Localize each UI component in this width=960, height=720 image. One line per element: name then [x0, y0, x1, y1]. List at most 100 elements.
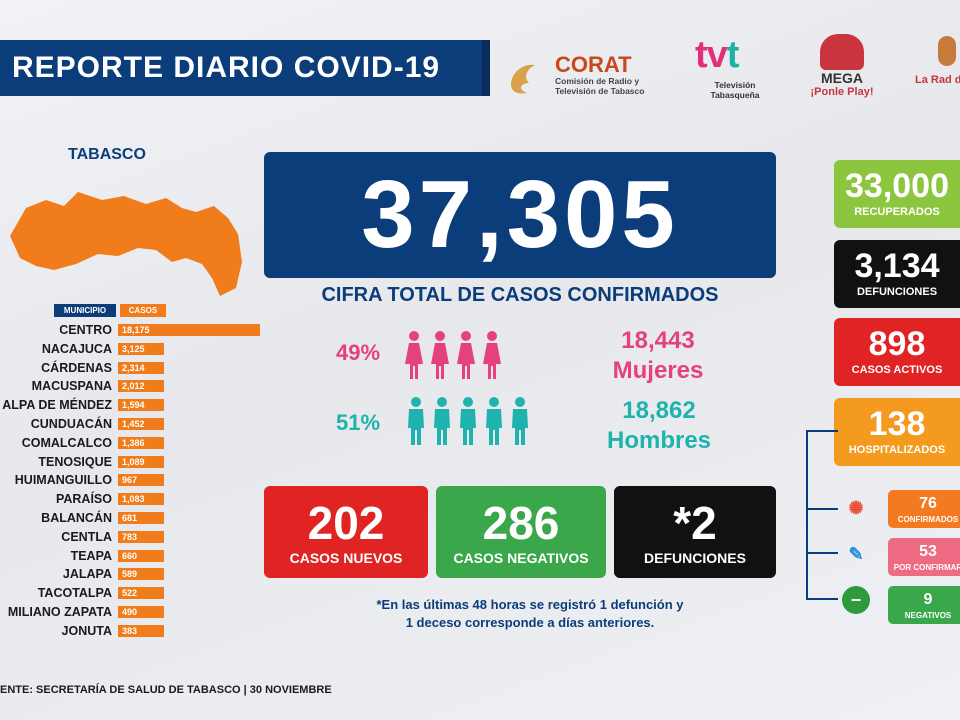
pending-box: 53 POR CONFIRMAR	[888, 538, 960, 576]
footnote-line-2: 1 deceso corresponde a días anteriores.	[405, 615, 655, 630]
municipality-bar	[118, 568, 164, 581]
municipality-cases: 2,012	[122, 381, 145, 392]
footnote-line-1: *En las últimas 48 horas se registró 1 d…	[376, 597, 684, 612]
municipality-name: JALAPA	[62, 567, 112, 582]
women-count: 18,443 Mujeres	[598, 326, 718, 386]
microphone-icon	[938, 36, 956, 66]
man-icon	[460, 397, 476, 445]
municipality-cases: 2,314	[122, 362, 145, 373]
municipality-name: ALPA DE MÉNDEZ	[2, 398, 112, 413]
corat-logo-subtitle: Comisión de Radio y Televisión de Tabasc…	[555, 76, 645, 96]
table-row: TENOSIQUE 1,089	[0, 454, 270, 470]
mega-logo-icon	[820, 34, 864, 70]
recovered-value: 33,000	[845, 167, 949, 205]
municipality-name: TACOTALPA	[37, 586, 112, 601]
hospitalized-box: 138 HOSPITALIZADOS	[834, 398, 960, 466]
municipality-cases: 1,386	[122, 437, 145, 448]
woman-icon	[457, 331, 475, 379]
deaths-value: *2	[673, 497, 717, 549]
municipality-cases: 967	[122, 475, 138, 486]
municipality-name: HUIMANGUILLO	[14, 473, 112, 488]
woman-icon	[483, 331, 501, 379]
municipality-bar	[118, 324, 260, 336]
municipality-bar	[118, 399, 164, 412]
municipality-cases: 383	[122, 625, 138, 636]
municipality-cases: 783	[122, 531, 138, 542]
municipality-bar	[118, 380, 164, 393]
total-cases-value: 37,305	[264, 152, 776, 278]
municipality-bar	[118, 530, 164, 543]
tvt-logo-subtitle: Televisión Tabasqueña	[710, 80, 760, 100]
municipality-cases: 1,089	[122, 456, 145, 467]
municipality-bar	[118, 342, 164, 355]
table-row: NACAJUCA 3,125	[0, 341, 270, 357]
syringe-icon: ✎	[848, 544, 864, 564]
active-cases-value: 898	[868, 325, 926, 363]
municipality-name: CUNDUACÁN	[30, 417, 112, 431]
pending-label: POR CONFIRMAR	[893, 563, 960, 572]
active-cases-label: CASOS ACTIVOS	[851, 364, 943, 376]
tabasco-map-icon	[10, 192, 242, 296]
total-deaths-box: 3,134 DEFUNCIONES	[834, 240, 960, 308]
municipality-name: CENTLA	[61, 529, 112, 544]
table-row: JONUTA 383	[0, 623, 270, 639]
negatives-box: 9 NEGATIVOS	[888, 586, 960, 624]
municipality-cases: 490	[122, 607, 138, 617]
negatives-label: NEGATIVOS	[904, 611, 952, 620]
men-count-value: 18,862	[622, 397, 696, 424]
municipality-bar	[118, 549, 164, 562]
page-title: REPORTE DIARIO COVID-19	[0, 40, 490, 96]
municipality-name: CÁRDENAS	[41, 360, 112, 375]
women-figures	[404, 330, 502, 386]
municipality-name: JONUTA	[61, 623, 112, 638]
table-row: PARAÍSO 1,083	[0, 491, 270, 507]
bracket-tick	[808, 598, 838, 600]
confirmed-box: 76 CONFIRMADOS	[888, 490, 960, 528]
table-row: ALPA DE MÉNDEZ 1,594	[0, 397, 270, 413]
table-row: JALAPA 589	[0, 566, 270, 582]
municipality-bar	[118, 436, 164, 449]
municipality-name: COMALCALCO	[21, 435, 112, 450]
table-row: HUIMANGUILLO 967	[0, 472, 270, 488]
municipality-cases: 1,452	[122, 419, 145, 429]
men-count: 18,862 Hombres	[594, 396, 724, 456]
municipality-cases: 681	[122, 513, 138, 523]
table-row: MILIANO ZAPATA 490	[0, 604, 270, 620]
man-icon	[408, 397, 424, 445]
municipality-name: PARAÍSO	[55, 492, 112, 507]
women-count-value: 18,443	[621, 327, 695, 354]
table-row: CUNDUACÁN 1,452	[0, 416, 270, 432]
column-header-municipio: MUNICIPIO	[54, 304, 116, 317]
bracket-tick	[808, 508, 838, 510]
bracket-tick	[808, 552, 838, 554]
man-icon	[512, 397, 528, 445]
municipality-cases: 589	[122, 569, 138, 580]
confirmed-label: CONFIRMADOS	[897, 515, 959, 524]
hospitalized-label: HOSPITALIZADOS	[848, 444, 946, 456]
municipality-bar	[118, 474, 164, 487]
deaths-label: DEFUNCIONES	[644, 550, 746, 566]
municipality-bar	[118, 361, 164, 374]
municipality-name: MILIANO ZAPATA	[7, 605, 112, 619]
total-deaths-label: DEFUNCIONES	[856, 286, 938, 298]
municipality-bar	[118, 624, 164, 637]
mega-logo-text: MEGA	[821, 70, 863, 86]
table-row: CENTRO 18,175	[0, 322, 270, 338]
municipality-cases: 18,175	[122, 325, 150, 335]
municipality-cases: 3,125	[122, 343, 145, 354]
municipality-bar	[118, 493, 164, 506]
municipality-name: MACUSPANA	[31, 379, 112, 394]
municipality-cases: 1,083	[122, 494, 145, 505]
men-percent: 51%	[336, 410, 381, 435]
municipality-bar	[118, 455, 164, 468]
new-cases-box: 202 CASOS NUEVOS	[264, 486, 428, 578]
negatives-value: 9	[923, 591, 933, 608]
table-row: CENTLA 783	[0, 529, 270, 545]
municipality-cases: 522	[122, 588, 138, 599]
recovered-label: RECUPERADOS	[854, 206, 940, 218]
municipality-bar	[118, 587, 164, 600]
municipality-bar	[118, 418, 164, 430]
municipality-name: TENOSIQUE	[38, 454, 112, 469]
corat-logo-icon	[511, 64, 535, 94]
pending-value: 53	[919, 543, 937, 560]
